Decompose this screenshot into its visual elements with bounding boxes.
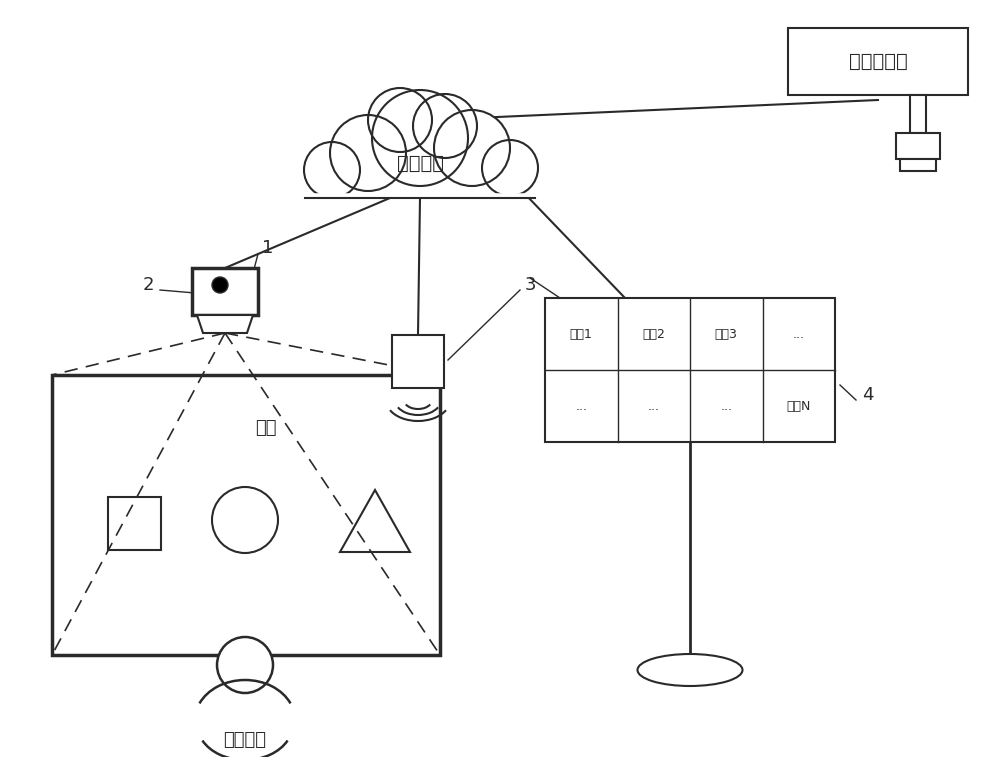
Circle shape (330, 115, 406, 191)
Bar (108, 497, 161, 550)
Polygon shape (340, 490, 410, 552)
Bar (788, 28, 968, 95)
Circle shape (304, 142, 360, 198)
Text: ...: ... (575, 400, 587, 413)
Text: ...: ... (648, 400, 660, 413)
Polygon shape (197, 315, 253, 333)
Circle shape (482, 140, 538, 196)
Bar (305, 138, 535, 198)
Text: ...: ... (720, 400, 732, 413)
Ellipse shape (638, 654, 742, 686)
Circle shape (217, 637, 273, 693)
Bar (392, 335, 444, 388)
Circle shape (372, 90, 468, 186)
Circle shape (212, 277, 228, 293)
Bar (192, 268, 258, 315)
Text: 画面1: 画面1 (570, 328, 593, 341)
Circle shape (413, 94, 477, 158)
Circle shape (212, 487, 278, 553)
Circle shape (434, 110, 510, 186)
Text: 画面N: 画面N (787, 400, 811, 413)
Text: 激光: 激光 (255, 419, 276, 437)
Text: 云服务器: 云服务器 (396, 154, 444, 173)
Text: 2: 2 (142, 276, 154, 294)
Bar (910, 95, 926, 133)
Text: 3: 3 (524, 276, 536, 294)
Text: 画面2: 画面2 (642, 328, 665, 341)
Text: 消费者终端: 消费者终端 (849, 51, 907, 70)
Text: 1: 1 (262, 239, 274, 257)
Text: ...: ... (793, 328, 805, 341)
Circle shape (368, 88, 432, 152)
Bar (545, 298, 835, 442)
Text: 画面3: 画面3 (715, 328, 738, 341)
Text: 档口商家: 档口商家 (224, 731, 266, 749)
Bar (900, 159, 936, 171)
Bar (52, 375, 440, 655)
Bar (896, 133, 940, 159)
Text: 4: 4 (862, 386, 874, 404)
